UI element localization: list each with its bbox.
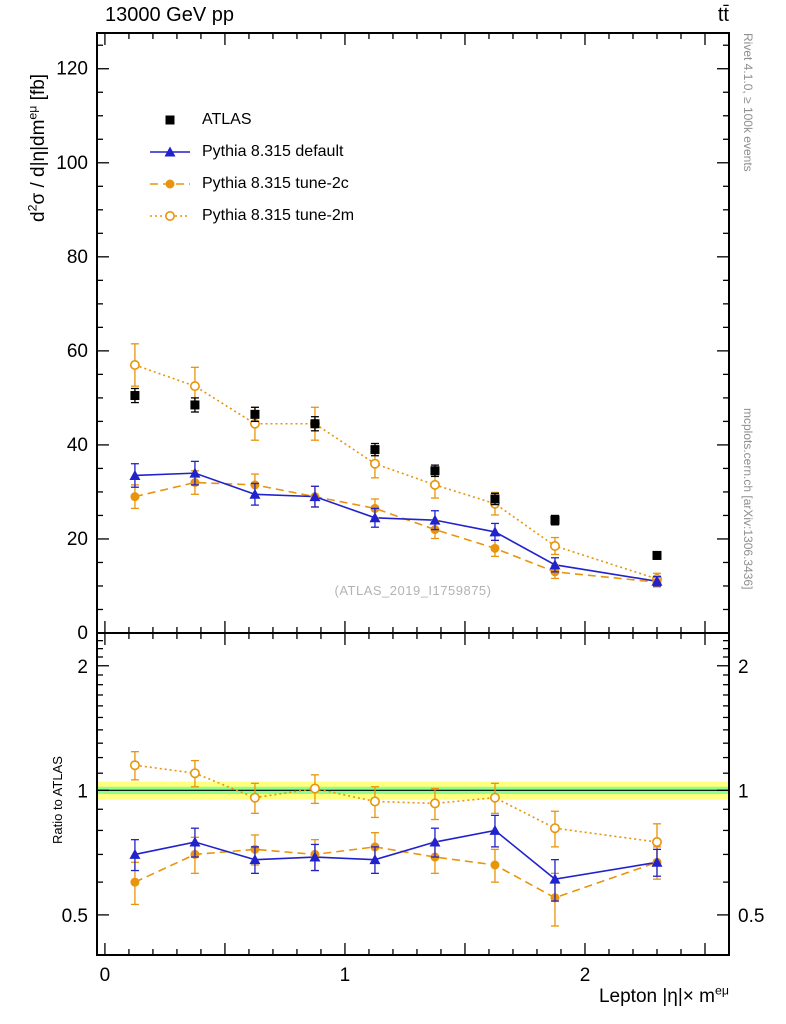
svg-text:80: 80 — [67, 247, 88, 268]
svg-text:100: 100 — [56, 153, 88, 174]
svg-text:1: 1 — [738, 781, 749, 802]
svg-text:2: 2 — [580, 965, 591, 986]
plot-title-process: tt̄ — [717, 4, 729, 26]
circle-dashed-marker-icon — [148, 174, 192, 194]
svg-text:40: 40 — [67, 435, 88, 456]
svg-text:0: 0 — [77, 623, 88, 644]
legend: ATLAS Pythia 8.315 default Pythia 8.315 … — [148, 104, 354, 232]
svg-text:0: 0 — [100, 965, 111, 986]
legend-item-atlas: ATLAS — [148, 104, 354, 136]
plot-title-energy: 13000 GeV pp — [105, 4, 234, 26]
svg-text:1: 1 — [340, 965, 351, 986]
legend-label-pythia-tune2c: Pythia 8.315 tune-2c — [202, 175, 349, 192]
legend-item-pythia-tune2c: Pythia 8.315 tune-2c — [148, 168, 354, 200]
svg-text:120: 120 — [56, 59, 88, 80]
ratio-axis-label: Ratio to ATLAS — [50, 756, 65, 844]
atlas-square-marker-icon — [148, 110, 192, 130]
legend-label-pythia-default: Pythia 8.315 default — [202, 143, 344, 160]
legend-item-pythia-tune2m: Pythia 8.315 tune-2m — [148, 200, 354, 232]
svg-text:60: 60 — [67, 341, 88, 362]
triangle-line-marker-icon — [148, 142, 192, 162]
svg-text:1: 1 — [77, 781, 88, 802]
svg-text:2: 2 — [738, 657, 749, 678]
mcplots-arxiv-note: mcplots.cern.ch [arXiv:1306.3436] — [741, 408, 755, 590]
x-axis-label: Lepton |η|× meμ — [598, 983, 729, 1007]
svg-text:20: 20 — [67, 529, 88, 550]
svg-text:0.5: 0.5 — [62, 906, 88, 927]
legend-label-atlas: ATLAS — [202, 111, 252, 128]
svg-text:2: 2 — [77, 657, 88, 678]
circle-dotted-marker-icon — [148, 206, 192, 226]
analysis-watermark: (ATLAS_2019_I1759875) — [334, 583, 492, 598]
legend-label-pythia-tune2m: Pythia 8.315 tune-2m — [202, 207, 355, 224]
legend-item-pythia-default: Pythia 8.315 default — [148, 136, 354, 168]
svg-text:0.5: 0.5 — [738, 906, 764, 927]
rivet-version-note: Rivet 4.1.0, ≥ 100k events — [741, 33, 755, 172]
y-axis-label: d2σ / d|η|dmeμ [fb] — [25, 73, 49, 222]
